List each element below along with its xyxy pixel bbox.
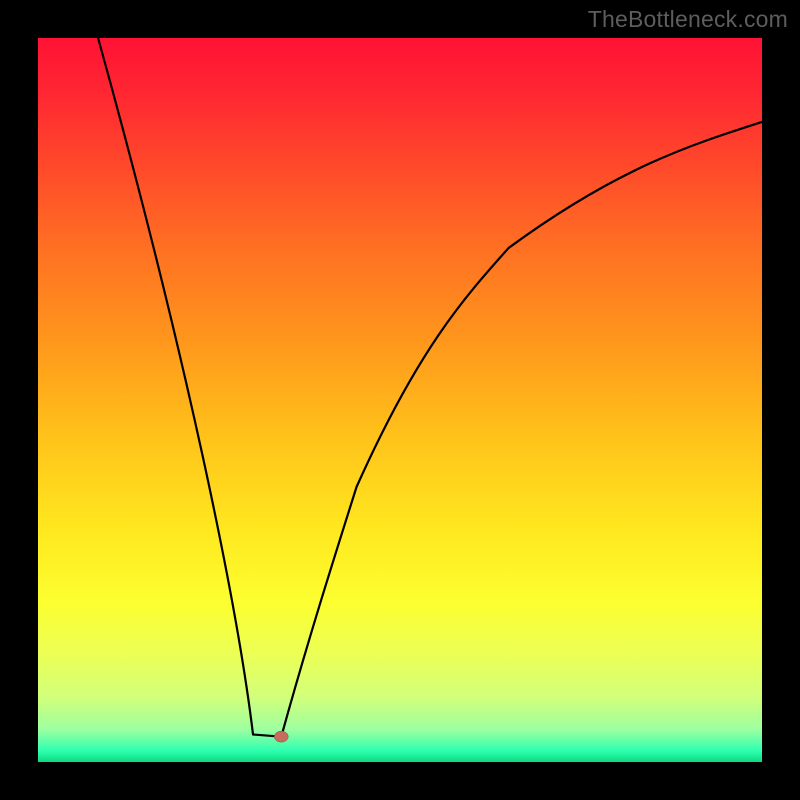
frame-border	[0, 762, 800, 800]
frame-border	[0, 0, 38, 800]
frame-border	[762, 0, 800, 800]
chart-container: TheBottleneck.com	[0, 0, 800, 800]
chart-svg	[0, 0, 800, 800]
optimum-marker	[274, 731, 288, 742]
watermark-text: TheBottleneck.com	[588, 6, 788, 33]
